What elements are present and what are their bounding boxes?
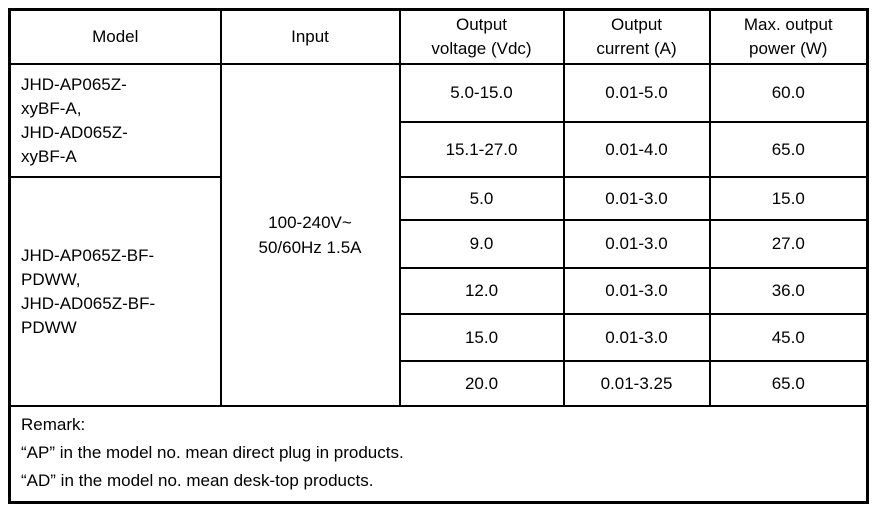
table-row: JHD-AP065Z- xyBF-A, JHD-AD065Z- xyBF-A 1… xyxy=(8,63,869,407)
power-cell: 36.0 xyxy=(708,267,869,315)
table-row: 9.0 0.01-3.0 27.0 xyxy=(10,219,869,269)
col-header-input: Input xyxy=(219,8,401,65)
voltage-cell: 9.0 xyxy=(398,219,565,269)
col-header-power: Max. output power (W) xyxy=(708,8,869,65)
current-cell: 0.01-5.0 xyxy=(562,63,711,123)
table-row: 15.1-27.0 0.01-4.0 65.0 xyxy=(10,121,869,178)
model-group-xybf: JHD-AP065Z- xyBF-A, JHD-AD065Z- xyBF-A xyxy=(8,63,222,178)
remark-title: Remark: xyxy=(21,415,86,434)
table-header-row: Model Input Output voltage (Vdc) Output … xyxy=(8,8,869,65)
voltage-cell: 5.0 xyxy=(398,176,565,221)
model-group-pdww: JHD-AP065Z-BF- PDWW, JHD-AD065Z-BF- PDWW xyxy=(8,176,222,407)
remark-row: Remark: “AP” in the model no. mean direc… xyxy=(8,405,869,504)
power-cell: 65.0 xyxy=(708,360,869,407)
power-cell: 27.0 xyxy=(708,219,869,269)
power-cell: 45.0 xyxy=(708,313,869,362)
current-cell: 0.01-3.0 xyxy=(562,267,711,315)
input-spec-cell: 100-240V~ 50/60Hz 1.5A xyxy=(219,63,401,407)
remark-line-ad: “AD” in the model no. mean desk-top prod… xyxy=(21,471,374,490)
remark-section: Remark: “AP” in the model no. mean direc… xyxy=(8,405,869,504)
col-header-model: Model xyxy=(8,8,222,65)
table-row: 15.0 0.01-3.0 45.0 xyxy=(10,313,869,362)
remark-line-ap: “AP” in the model no. mean direct plug i… xyxy=(21,443,404,462)
power-cell: 15.0 xyxy=(708,176,869,221)
col-header-current: Output current (A) xyxy=(562,8,711,65)
voltage-cell: 12.0 xyxy=(398,267,565,315)
table-row: 12.0 0.01-3.0 36.0 xyxy=(10,267,869,315)
current-cell: 0.01-3.25 xyxy=(562,360,711,407)
current-cell: 0.01-4.0 xyxy=(562,121,711,178)
power-cell: 65.0 xyxy=(708,121,869,178)
voltage-cell: 5.0-15.0 xyxy=(398,63,565,123)
col-header-voltage: Output voltage (Vdc) xyxy=(398,8,565,65)
power-cell: 60.0 xyxy=(708,63,869,123)
voltage-cell: 15.0 xyxy=(398,313,565,362)
voltage-cell: 15.1-27.0 xyxy=(398,121,565,178)
current-cell: 0.01-3.0 xyxy=(562,176,711,221)
power-spec-table: Model Input Output voltage (Vdc) Output … xyxy=(8,8,869,504)
current-cell: 0.01-3.0 xyxy=(562,219,711,269)
table-row: JHD-AP065Z-BF- PDWW, JHD-AD065Z-BF- PDWW… xyxy=(8,176,869,407)
table-row: 20.0 0.01-3.25 65.0 xyxy=(10,360,869,407)
current-cell: 0.01-3.0 xyxy=(562,313,711,362)
voltage-cell: 20.0 xyxy=(398,360,565,407)
